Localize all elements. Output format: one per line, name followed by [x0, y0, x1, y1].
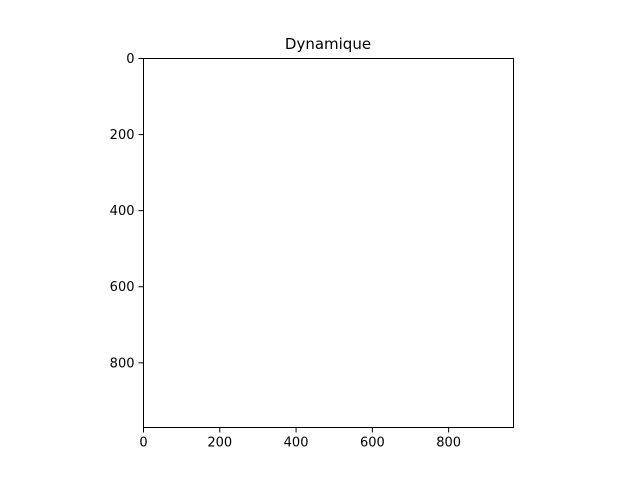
y-tick-label: 600: [110, 280, 135, 295]
plot-area: [143, 58, 514, 428]
y-tick-label: 800: [110, 356, 135, 371]
y-axis-ticks: 0 200 400 600 800: [110, 52, 144, 371]
x-tick-label: 600: [360, 436, 385, 451]
x-tick-label: 200: [207, 436, 232, 451]
y-tick-label: 200: [110, 128, 135, 143]
y-tick-label: 0: [126, 52, 134, 67]
x-tick-label: 400: [284, 436, 309, 451]
y-tick-label: 400: [110, 204, 135, 219]
image-area: [143, 58, 514, 428]
x-tick-label: 800: [436, 436, 461, 451]
chart-title: Dynamique: [285, 35, 371, 53]
x-axis-ticks: 0 200 400 600 800: [139, 427, 461, 451]
axes-frame: [143, 58, 514, 428]
x-tick-label: 0: [139, 436, 147, 451]
